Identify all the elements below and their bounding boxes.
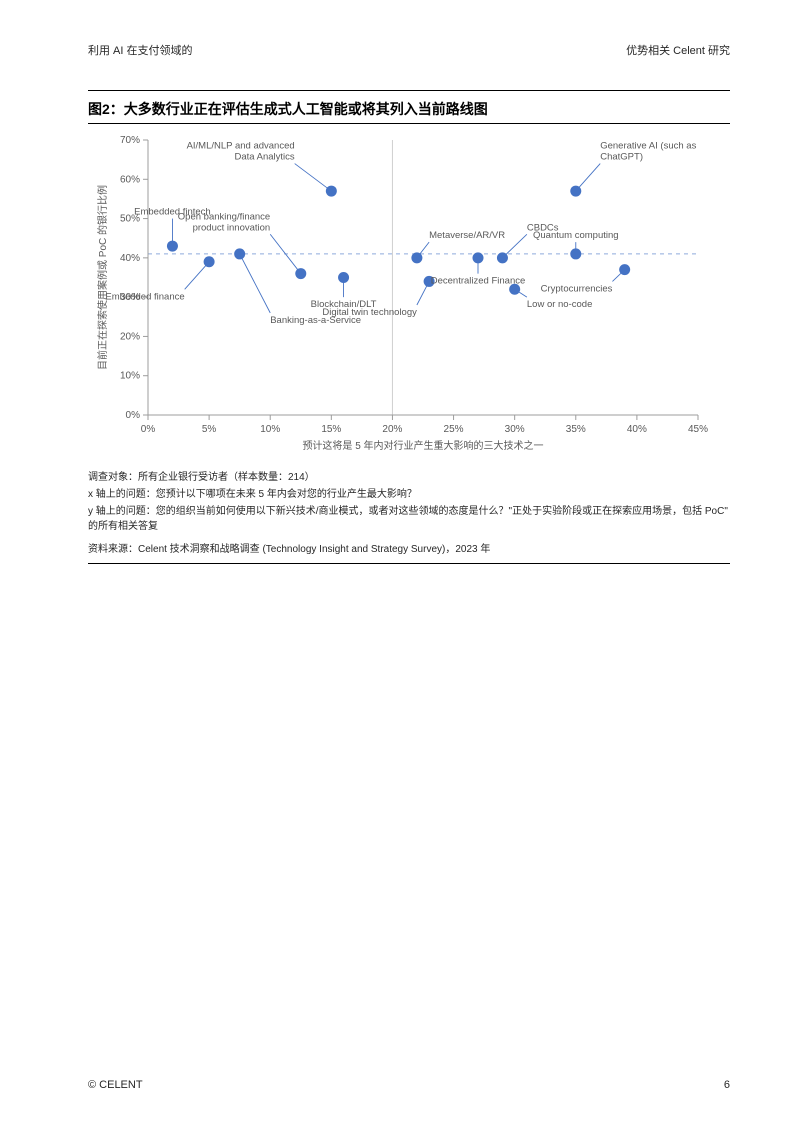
svg-text:Metaverse/AR/VR: Metaverse/AR/VR	[429, 230, 505, 241]
svg-text:60%: 60%	[120, 174, 140, 185]
svg-text:10%: 10%	[120, 371, 140, 382]
footer-page-number: 6	[724, 1079, 730, 1091]
scatter-chart: 0%10%20%30%40%50%60%70%0%5%10%15%20%25%3…	[88, 130, 723, 460]
svg-text:20%: 20%	[120, 331, 140, 342]
svg-text:目前正在探索使用案例或 PoC 的银行比例: 目前正在探索使用案例或 PoC 的银行比例	[96, 185, 109, 370]
svg-text:Decentralized Finance: Decentralized Finance	[431, 276, 526, 287]
svg-text:30%: 30%	[505, 424, 525, 435]
svg-text:Open banking/finance: Open banking/finance	[178, 211, 270, 222]
header-left: 利用 AI 在支付领域的	[88, 42, 193, 58]
chart-notes: 调查对象：所有企业银行受访者（样本数量：214） x 轴上的问题：您预计以下哪项…	[88, 470, 730, 557]
svg-text:Generative AI (such as: Generative AI (such as	[600, 141, 696, 152]
svg-text:20%: 20%	[382, 424, 402, 435]
note-survey: 调查对象：所有企业银行受访者（样本数量：214）	[88, 470, 730, 485]
svg-text:Data Analytics: Data Analytics	[234, 152, 294, 163]
figure-rule	[88, 123, 730, 124]
svg-text:Digital twin technology: Digital twin technology	[322, 307, 417, 318]
svg-text:40%: 40%	[627, 424, 647, 435]
note-source: 资料来源：Celent 技术洞察和战略调查 (Technology Insigh…	[88, 542, 730, 557]
svg-text:15%: 15%	[321, 424, 341, 435]
svg-text:10%: 10%	[260, 424, 280, 435]
note-x: x 轴上的问题：您预计以下哪项在未来 5 年内会对您的行业产生最大影响？	[88, 487, 730, 502]
svg-text:Low or no-code: Low or no-code	[527, 299, 592, 310]
top-rule	[88, 90, 730, 91]
svg-text:40%: 40%	[120, 253, 140, 264]
footer-copyright: © CELENT	[88, 1079, 143, 1091]
svg-text:70%: 70%	[120, 135, 140, 146]
svg-text:45%: 45%	[688, 424, 708, 435]
svg-text:预计这将是 5 年内对行业产生重大影响的三大技术之一: 预计这将是 5 年内对行业产生重大影响的三大技术之一	[302, 439, 543, 452]
svg-text:0%: 0%	[141, 424, 156, 435]
svg-text:0%: 0%	[126, 410, 141, 421]
svg-text:AI/ML/NLP and advanced: AI/ML/NLP and advanced	[187, 141, 295, 152]
page-footer: © CELENT 6	[88, 1079, 730, 1091]
svg-text:product innovation: product innovation	[193, 222, 271, 233]
svg-text:25%: 25%	[444, 424, 464, 435]
svg-text:Quantum computing: Quantum computing	[533, 230, 619, 241]
page-header: 利用 AI 在支付领域的 优势相关 Celent 研究	[88, 42, 730, 58]
header-right: 优势相关 Celent 研究	[626, 42, 730, 58]
note-y: y 轴上的问题：您的组织当前如何使用以下新兴技术/商业模式，或者对这些领域的态度…	[88, 504, 730, 534]
svg-text:Cryptocurrencies: Cryptocurrencies	[541, 283, 613, 294]
svg-text:5%: 5%	[202, 424, 217, 435]
svg-text:Embedded finance: Embedded finance	[105, 291, 184, 302]
figure-title: 图2：大多数行业正在评估生成式人工智能或将其列入当前路线图	[88, 99, 730, 119]
svg-text:35%: 35%	[566, 424, 586, 435]
svg-text:ChatGPT): ChatGPT)	[600, 152, 643, 163]
bottom-rule	[88, 563, 730, 564]
